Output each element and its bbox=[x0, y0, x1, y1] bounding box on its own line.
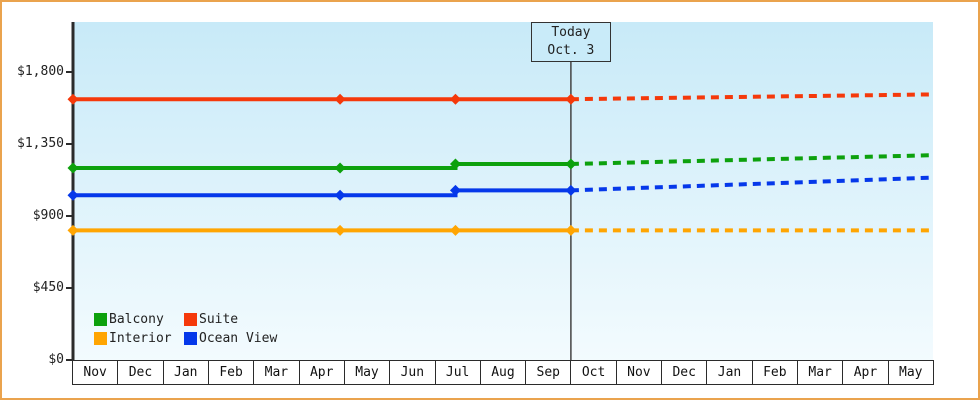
x-axis-month-cell: Aug bbox=[479, 360, 527, 385]
legend-label: Interior bbox=[109, 331, 172, 346]
legend-label: Suite bbox=[199, 312, 239, 327]
x-axis-month-cell: Sep bbox=[525, 360, 572, 385]
x-axis-month-cell: Mar bbox=[797, 360, 844, 385]
series-ocean-view bbox=[67, 175, 934, 201]
legend-swatch bbox=[94, 332, 107, 345]
x-axis-month-cell: Jun bbox=[389, 360, 436, 385]
x-axis-month-cell: Apr bbox=[298, 360, 345, 385]
legend-swatch bbox=[184, 313, 197, 326]
y-axis-label: $0 bbox=[48, 352, 64, 367]
x-axis-month-cell: May bbox=[343, 360, 391, 385]
legend-swatch bbox=[184, 332, 197, 345]
today-date: Oct. 3 bbox=[547, 43, 595, 58]
series-balcony bbox=[67, 153, 934, 174]
x-axis-month-cell: Feb bbox=[751, 360, 798, 385]
forecast-line bbox=[570, 153, 934, 166]
legend-item-interior: Interior bbox=[94, 331, 184, 346]
y-axis-label: $1,350 bbox=[17, 136, 64, 151]
legend-item-balcony: Balcony bbox=[94, 312, 184, 327]
price-marker bbox=[334, 162, 346, 174]
price-marker bbox=[565, 224, 577, 236]
x-axis-month-cell: Dec bbox=[117, 360, 164, 385]
legend-swatch bbox=[94, 313, 107, 326]
y-axis-label: $1,800 bbox=[17, 64, 64, 79]
forecast-line bbox=[570, 175, 934, 193]
price-marker bbox=[67, 224, 79, 236]
x-axis-month-row: Nov Dec Jan Feb Mar Apr May Jun Jul Aug Sep Oct Nov D… bbox=[72, 360, 934, 386]
series-interior bbox=[67, 224, 933, 236]
price-marker bbox=[565, 184, 577, 196]
x-axis-month-cell: Jan bbox=[706, 360, 753, 385]
price-marker bbox=[449, 224, 461, 236]
x-axis-month-cell: Jan bbox=[162, 360, 209, 385]
today-label: Today bbox=[551, 25, 591, 40]
legend-label: Ocean View bbox=[199, 331, 278, 346]
price-marker bbox=[334, 93, 346, 105]
y-axis-label: $450 bbox=[32, 280, 64, 295]
price-marker bbox=[334, 224, 346, 236]
price-marker bbox=[565, 158, 577, 170]
price-marker bbox=[449, 158, 461, 170]
x-axis-month-cell: Jul bbox=[434, 360, 481, 385]
x-axis-month-cell: Nov bbox=[72, 360, 119, 385]
x-axis-month-cell: May bbox=[887, 360, 934, 385]
price-marker bbox=[67, 189, 79, 201]
price-marker bbox=[449, 93, 461, 105]
legend-label: Balcony bbox=[109, 312, 164, 327]
price-marker bbox=[449, 184, 461, 196]
price-marker bbox=[67, 162, 79, 174]
legend-item-ocean-view: Ocean View bbox=[184, 331, 277, 346]
x-axis-month-cell: Oct bbox=[570, 360, 617, 385]
legend: Balcony Suite Interior Ocean View bbox=[94, 312, 277, 346]
x-axis-month-cell: Dec bbox=[661, 360, 708, 385]
price-marker bbox=[565, 93, 577, 105]
x-axis-month-cell: Apr bbox=[842, 360, 889, 385]
today-annotation: Today Oct. 3 bbox=[530, 22, 611, 62]
legend-item-suite: Suite bbox=[184, 312, 277, 327]
y-axis-label: $900 bbox=[32, 208, 64, 223]
series-suite bbox=[67, 92, 934, 105]
forecast-line bbox=[570, 92, 934, 102]
price-marker bbox=[334, 189, 346, 201]
price-marker bbox=[67, 93, 79, 105]
x-axis-month-cell: Feb bbox=[207, 360, 255, 385]
x-axis-month-cell: Nov bbox=[615, 360, 663, 385]
x-axis-month-cell: Mar bbox=[253, 360, 300, 385]
